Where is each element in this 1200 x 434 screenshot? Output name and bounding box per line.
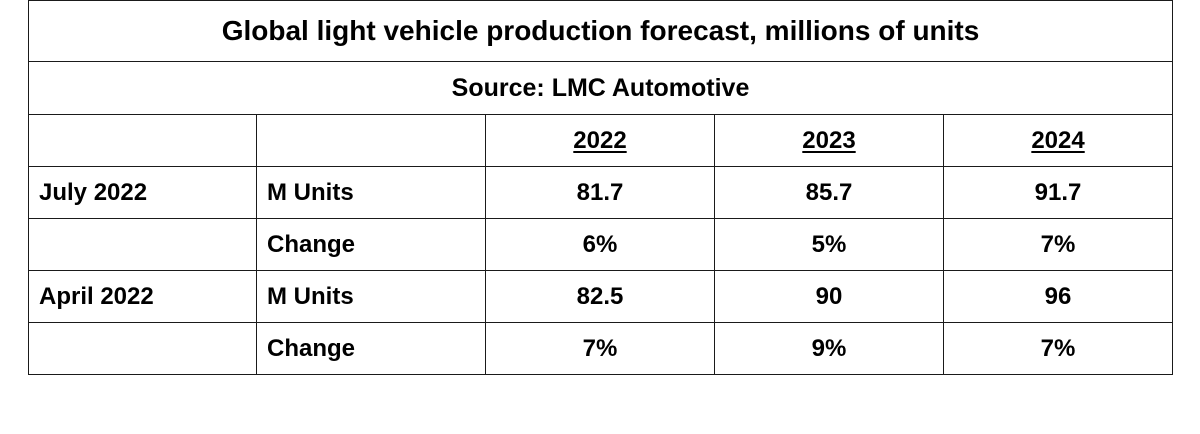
header-empty-cell (28, 114, 257, 167)
metric-label: Change (256, 322, 486, 375)
forecast-label: July 2022 (28, 166, 257, 219)
table-body: Global light vehicle production forecast… (27, 0, 1174, 375)
value-cell: 96 (942, 270, 1174, 323)
value-cell: 90 (714, 270, 944, 323)
table-title: Global light vehicle production forecast… (27, 0, 1174, 62)
value-cell: 6% (485, 218, 715, 271)
table-row: July 2022 M Units 81.7 85.7 91.7 (28, 166, 1174, 219)
source-row: Source: LMC Automotive (27, 61, 1174, 115)
forecast-label (28, 218, 257, 271)
table-row: April 2022 M Units 82.5 90 96 (28, 270, 1174, 323)
value-cell: 85.7 (714, 166, 944, 219)
metric-label: M Units (256, 270, 486, 323)
header-empty-cell (256, 114, 486, 167)
header-row: 2022 2023 2024 (28, 114, 1174, 167)
year-header: 2023 (714, 114, 944, 167)
forecast-label: April 2022 (28, 270, 257, 323)
value-cell: 7% (942, 322, 1174, 375)
metric-label: M Units (256, 166, 486, 219)
value-cell: 7% (485, 322, 715, 375)
value-cell: 7% (942, 218, 1174, 271)
metric-label: Change (256, 218, 486, 271)
table-row: Change 7% 9% 7% (28, 322, 1174, 375)
title-row: Global light vehicle production forecast… (27, 0, 1174, 62)
value-cell: 91.7 (942, 166, 1174, 219)
value-cell: 9% (714, 322, 944, 375)
table-source: Source: LMC Automotive (27, 61, 1174, 115)
forecast-table: Global light vehicle production forecast… (27, 0, 1174, 375)
forecast-label (28, 322, 257, 375)
year-header: 2022 (485, 114, 715, 167)
table-row: Change 6% 5% 7% (28, 218, 1174, 271)
value-cell: 82.5 (485, 270, 715, 323)
value-cell: 5% (714, 218, 944, 271)
year-header: 2024 (942, 114, 1174, 167)
value-cell: 81.7 (485, 166, 715, 219)
